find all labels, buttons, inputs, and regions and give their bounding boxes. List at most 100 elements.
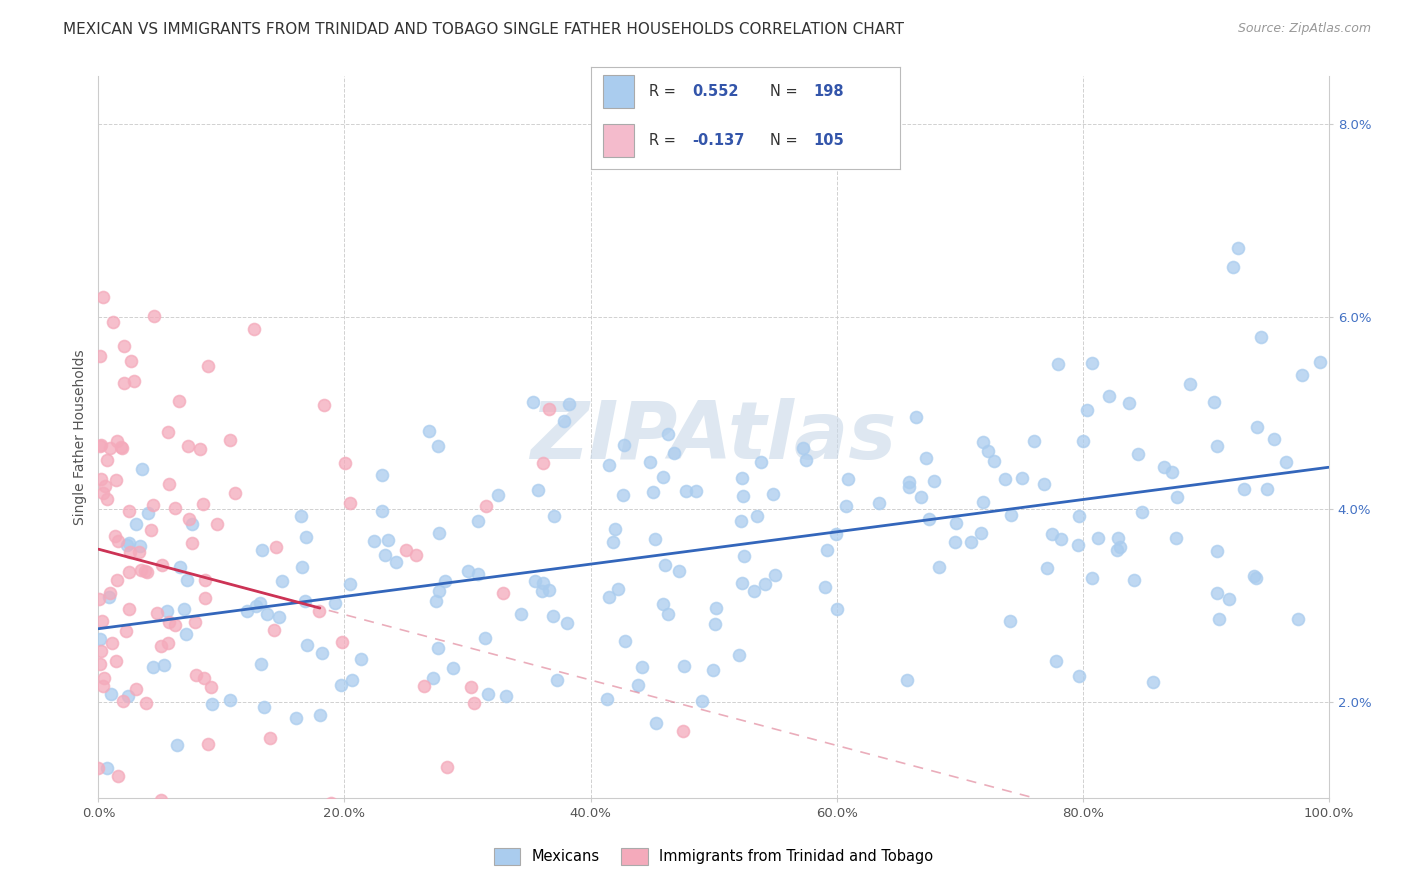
Point (675, 484, 697, 499)
Point (983, 454, 1005, 468)
Point (1130, 505, 1153, 519)
Point (1000, 508, 1022, 522)
Point (294, 594, 316, 608)
Text: MEXICAN VS IMMIGRANTS FROM TRINIDAD AND TOBAGO SINGLE FATHER HOUSEHOLDS CORRELAT: MEXICAN VS IMMIGRANTS FROM TRINIDAD AND … (63, 22, 904, 37)
Point (174, 626, 197, 640)
Text: 0.552: 0.552 (693, 84, 740, 99)
Point (1263, 432, 1285, 446)
Point (1122, 574, 1144, 588)
Point (427, 641, 450, 656)
Point (222, 827, 245, 841)
Point (467, 515, 489, 529)
Point (1178, 376, 1201, 391)
Point (250, 657, 273, 671)
Point (627, 678, 650, 692)
Point (652, 470, 675, 484)
Point (1046, 357, 1069, 371)
Point (242, 322, 264, 336)
Point (441, 661, 464, 675)
Point (1128, 447, 1150, 461)
Point (1246, 420, 1268, 434)
Point (169, 394, 191, 409)
Point (371, 468, 394, 483)
Point (374, 548, 396, 562)
Point (728, 648, 751, 662)
Point (1022, 434, 1045, 448)
Point (138, 506, 160, 520)
Point (89, 349, 111, 363)
Point (339, 495, 361, 509)
Point (598, 591, 620, 605)
Point (118, 566, 141, 580)
Point (111, 694, 134, 708)
Point (537, 402, 560, 417)
Point (107, 534, 129, 549)
Point (531, 583, 554, 598)
Point (291, 560, 314, 574)
Point (474, 500, 496, 514)
Point (1098, 389, 1121, 403)
Point (205, 517, 228, 532)
Point (1218, 592, 1240, 607)
Point (107, 769, 129, 783)
Point (124, 682, 146, 697)
Point (96, 452, 118, 467)
Point (125, 517, 148, 532)
Point (101, 315, 124, 329)
Point (142, 498, 165, 512)
Point (1244, 571, 1267, 585)
Point (467, 567, 489, 582)
FancyBboxPatch shape (603, 124, 634, 157)
Point (1045, 654, 1067, 668)
Text: ZIPAtlas: ZIPAtlas (530, 398, 897, 476)
Point (290, 839, 312, 854)
Point (495, 690, 517, 704)
Point (638, 455, 661, 469)
Point (1081, 571, 1104, 585)
Point (128, 545, 150, 559)
Point (245, 599, 267, 614)
Point (731, 471, 754, 485)
Point (422, 671, 444, 685)
Point (598, 458, 620, 472)
Point (193, 573, 215, 587)
Point (1033, 477, 1056, 491)
Point (672, 724, 695, 739)
Point (94, 479, 117, 493)
Point (157, 615, 180, 630)
Point (90, 614, 112, 628)
Point (224, 486, 246, 500)
Point (308, 604, 330, 618)
Point (1118, 395, 1140, 409)
Point (1049, 533, 1071, 547)
Point (1291, 368, 1313, 383)
Point (252, 543, 274, 558)
Point (87, 591, 110, 606)
Point (662, 446, 685, 460)
Point (896, 673, 918, 687)
Point (269, 610, 291, 624)
Point (945, 516, 967, 531)
Point (1081, 356, 1104, 370)
Point (96, 761, 118, 775)
Point (457, 564, 479, 578)
Point (271, 574, 294, 588)
Point (284, 711, 307, 725)
Point (602, 534, 624, 549)
Point (433, 574, 456, 588)
Point (749, 455, 772, 469)
Point (1109, 540, 1132, 554)
Point (135, 696, 157, 710)
Point (112, 338, 135, 352)
Point (762, 487, 785, 501)
Point (825, 602, 848, 616)
Point (1222, 260, 1244, 274)
Point (685, 484, 707, 499)
Point (110, 441, 132, 455)
Point (256, 607, 278, 622)
Point (100, 636, 122, 650)
Point (1161, 465, 1184, 479)
Point (350, 652, 373, 666)
Point (236, 604, 259, 618)
Point (492, 586, 515, 600)
